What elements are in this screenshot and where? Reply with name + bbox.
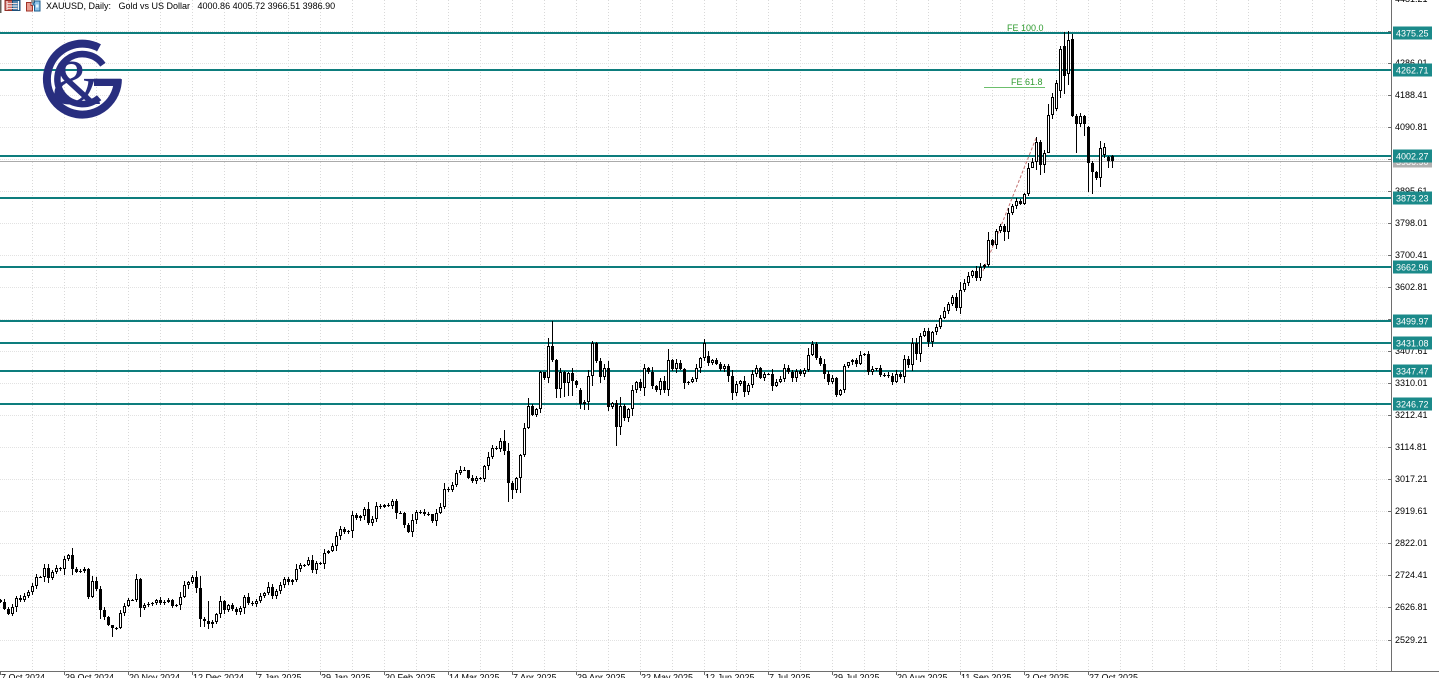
svg-text:14 Mar 2025: 14 Mar 2025 [449,673,500,678]
svg-text:2724.41: 2724.41 [1395,570,1428,580]
svg-text:2529.21: 2529.21 [1395,635,1428,645]
svg-text:3246.72: 3246.72 [1396,400,1429,410]
svg-text:7 Jan 2025: 7 Jan 2025 [257,673,302,678]
svg-text:3407.61: 3407.61 [1395,346,1428,356]
svg-text:FE 61.8: FE 61.8 [1011,77,1043,87]
svg-text:7 Oct 2024: 7 Oct 2024 [1,673,45,678]
svg-text:4090.81: 4090.81 [1395,122,1428,132]
svg-text:4188.41: 4188.41 [1395,90,1428,100]
svg-text:3114.81: 3114.81 [1395,442,1427,452]
svg-text:XAUUSD, Daily: Gold vs US Do: XAUUSD, Daily: Gold vs US Dollar 4000.86… [46,1,335,11]
svg-text:4286.01: 4286.01 [1395,58,1428,68]
svg-text:3700.41: 3700.41 [1395,250,1428,260]
svg-text:3662.96: 3662.96 [1396,263,1429,273]
svg-text:29 Apr 2025: 29 Apr 2025 [577,673,626,678]
svg-text:4375.25: 4375.25 [1396,29,1429,39]
svg-text:11 Sep 2025: 11 Sep 2025 [961,673,1011,678]
svg-text:29 Jan 2025: 29 Jan 2025 [321,673,371,678]
svg-text:12 Dec 2024: 12 Dec 2024 [193,673,244,678]
svg-text:20 Nov 2024: 20 Nov 2024 [129,673,180,678]
svg-text:12 Jun 2025: 12 Jun 2025 [705,673,755,678]
svg-text:27 Oct 2025: 27 Oct 2025 [1089,673,1138,678]
svg-text:20 Aug 2025: 20 Aug 2025 [897,673,948,678]
svg-text:3431.08: 3431.08 [1396,339,1429,349]
svg-text:3212.41: 3212.41 [1395,410,1428,420]
svg-text:&: & [52,48,101,118]
svg-text:3602.81: 3602.81 [1395,282,1428,292]
svg-text:4481.21: 4481.21 [1395,0,1428,4]
svg-text:FE 100.0: FE 100.0 [1007,23,1044,33]
svg-text:3310.01: 3310.01 [1395,378,1428,388]
svg-text:3798.01: 3798.01 [1395,218,1428,228]
svg-text:7 Apr 2025: 7 Apr 2025 [513,673,557,678]
svg-text:4002.27: 4002.27 [1396,152,1429,162]
svg-text:2822.01: 2822.01 [1395,538,1428,548]
svg-text:29 Oct 2024: 29 Oct 2024 [65,673,114,678]
svg-text:2 Oct 2025: 2 Oct 2025 [1025,673,1069,678]
svg-text:2626.81: 2626.81 [1395,602,1428,612]
svg-text:3347.47: 3347.47 [1396,367,1429,377]
svg-text:20 Feb 2025: 20 Feb 2025 [385,673,436,678]
svg-text:22 May 2025: 22 May 2025 [641,673,693,678]
svg-text:4262.71: 4262.71 [1396,66,1429,76]
svg-text:2919.61: 2919.61 [1395,506,1428,516]
svg-text:3895.61: 3895.61 [1395,186,1428,196]
svg-text:3499.97: 3499.97 [1396,317,1429,327]
svg-text:3873.23: 3873.23 [1396,194,1429,204]
svg-text:29 Jul 2025: 29 Jul 2025 [833,673,880,678]
svg-text:3017.21: 3017.21 [1395,474,1428,484]
svg-text:7 Jul 2025: 7 Jul 2025 [769,673,811,678]
